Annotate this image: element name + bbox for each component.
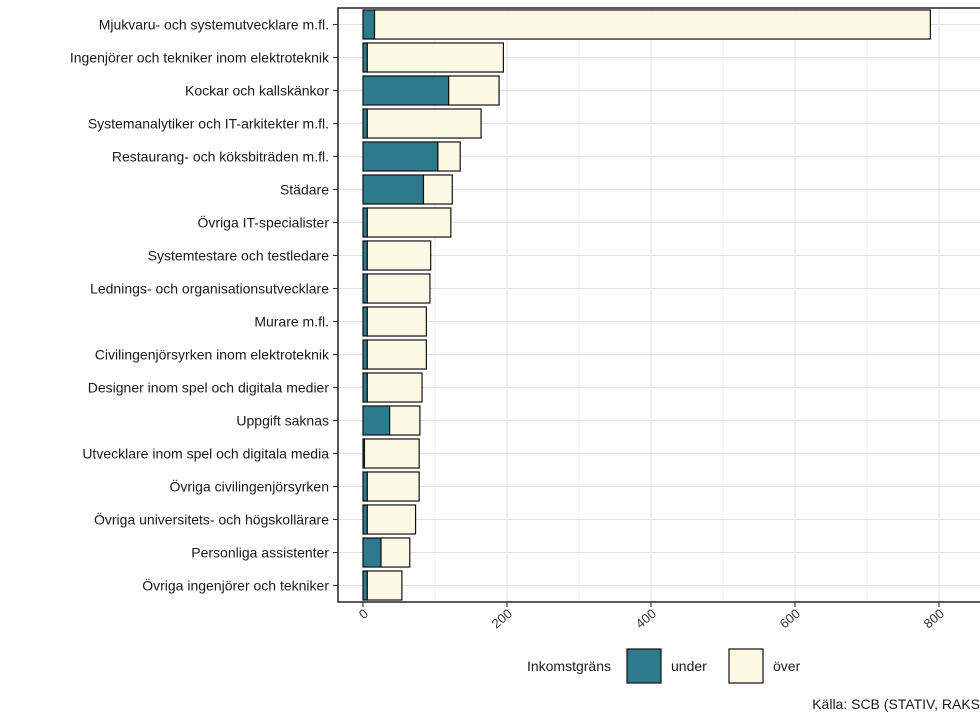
- category-label: Systemanalytiker och IT-arkitekter m.fl.: [88, 116, 329, 132]
- bar-under: [362, 207, 368, 238]
- bar-group: [362, 471, 420, 502]
- bar-over: [366, 372, 423, 403]
- bar-under: [362, 537, 382, 568]
- legend-key-under: [626, 648, 662, 684]
- bar-over: [366, 471, 420, 502]
- category-label: Designer inom spel och digitala medier: [88, 380, 330, 396]
- category-label: Kockar och kallskänkor: [185, 83, 329, 99]
- bar-over: [366, 108, 482, 139]
- bar-group: [362, 504, 417, 535]
- category-label: Murare m.fl.: [254, 314, 329, 330]
- bar-group: [362, 207, 452, 238]
- bar-under: [362, 504, 368, 535]
- bar-group: [362, 306, 427, 337]
- bar-under: [362, 141, 439, 172]
- bar-under: [362, 174, 425, 205]
- bar-over: [366, 207, 452, 238]
- x-tick-label: 0: [356, 606, 371, 622]
- bar-over: [363, 438, 420, 469]
- x-tick-label: 200: [489, 606, 515, 631]
- plot-panel-border: [337, 7, 980, 603]
- bar-group: [362, 438, 420, 469]
- bar-over: [380, 537, 411, 568]
- bar-over: [366, 504, 417, 535]
- source-caption: Källa: SCB (STATIV, RAKS: [812, 696, 980, 712]
- bar-over: [366, 42, 505, 73]
- bar-group: [362, 339, 427, 370]
- bar-under: [362, 471, 368, 502]
- category-label: Utvecklare inom spel och digitala media: [82, 446, 329, 462]
- bar-group: [362, 273, 431, 304]
- bar-group: [362, 372, 423, 403]
- bar-over: [366, 273, 431, 304]
- bars: [362, 9, 931, 601]
- y-axis: Mjukvaru- och systemutvecklare m.fl. Inge…: [70, 17, 338, 594]
- bar-under: [362, 240, 368, 271]
- bar-over: [389, 405, 421, 436]
- bar-group: [362, 405, 421, 436]
- category-label: Övriga ingenjörer och tekniker: [142, 577, 329, 594]
- bar-group: [362, 570, 403, 601]
- legend: Inkomstgräns under över: [527, 648, 801, 684]
- bar-under: [362, 273, 368, 304]
- category-label: Restaurang- och köksbiträden m.fl.: [112, 149, 329, 165]
- bar-group: [362, 108, 482, 139]
- bar-over: [366, 339, 427, 370]
- category-label: Civilingenjörsyrken inom elektroteknik: [95, 347, 330, 363]
- bar-under: [362, 75, 450, 106]
- bar-over: [366, 570, 403, 601]
- bar-under: [362, 42, 368, 73]
- bar-under: [362, 306, 368, 337]
- bar-group: [362, 75, 500, 106]
- bar-group: [362, 9, 931, 40]
- legend-label-under: under: [671, 658, 707, 674]
- category-label: Personliga assistenter: [191, 545, 329, 561]
- bar-over: [422, 174, 453, 205]
- bar-over: [437, 141, 461, 172]
- bar-over: [373, 9, 931, 40]
- bar-group: [362, 42, 505, 73]
- category-label: Övriga IT-specialister: [198, 214, 330, 231]
- bar-under: [362, 570, 368, 601]
- legend-key-over: [728, 648, 764, 684]
- category-label: Övriga civilingenjörsyrken: [169, 478, 329, 495]
- category-label: Övriga universitets- och högskollärare: [94, 511, 329, 528]
- bar-group: [362, 537, 411, 568]
- legend-label-over: över: [773, 658, 801, 674]
- bar-under: [362, 108, 368, 139]
- bar-under: [362, 372, 368, 403]
- category-label: Systemtestare och testledare: [148, 248, 330, 264]
- x-axis: 0 200 400 600 800: [356, 602, 947, 631]
- x-tick-label: 400: [633, 606, 659, 631]
- x-tick-label: 800: [921, 606, 947, 631]
- bar-under: [362, 9, 376, 40]
- bar-over: [448, 75, 500, 106]
- category-label: Mjukvaru- och systemutvecklare m.fl.: [99, 17, 329, 33]
- bar-under: [362, 405, 391, 436]
- bar-over: [366, 240, 432, 271]
- bar-over: [366, 306, 427, 337]
- bar-group: [362, 141, 461, 172]
- bar-group: [362, 174, 453, 205]
- legend-title: Inkomstgräns: [527, 658, 611, 674]
- x-tick-label: 600: [777, 606, 803, 631]
- category-label: Städare: [280, 182, 329, 198]
- category-label: Ingenjörer och tekniker inom elektrotekn…: [70, 50, 330, 66]
- category-label: Lednings- och organisationsutvecklare: [90, 281, 329, 297]
- bar-under: [362, 339, 368, 370]
- category-label: Uppgift saknas: [236, 413, 329, 429]
- bar-group: [362, 240, 432, 271]
